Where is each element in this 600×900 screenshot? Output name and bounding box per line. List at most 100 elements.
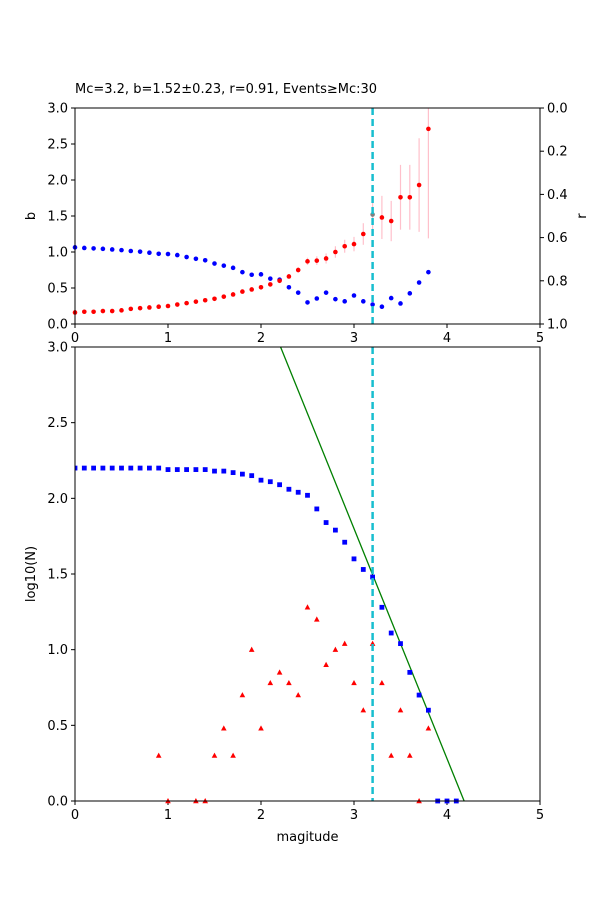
cumulative-point [305,492,310,498]
top-x-tick-label: 3 [350,331,358,346]
noncumulative-point [258,725,264,731]
cumulative-point [147,465,152,471]
bottom-y-tick-label: 1.0 [47,643,68,658]
r-point [249,272,254,278]
bottom-y-tick-label: 0.0 [47,795,68,810]
r-point [82,245,87,251]
b-point [407,194,413,200]
b-point [361,231,366,237]
noncumulative-point [248,646,255,652]
noncumulative-point [360,707,367,713]
noncumulative-point [407,752,413,758]
cumulative-point [388,630,394,636]
top-x-tick-label: 0 [71,331,79,346]
cumulative-point [81,465,87,471]
noncumulative-point [267,679,274,686]
b-point [175,302,180,307]
r-point [212,261,217,266]
noncumulative-point [314,616,320,622]
b-point [165,303,171,309]
noncumulative-point [286,679,292,686]
b-point [119,308,124,313]
noncumulative-point [397,707,404,713]
r-point [388,295,394,301]
top-x-tick-label: 5 [536,331,544,346]
cumulative-point [342,539,348,545]
cumulative-point [323,520,329,525]
cumulative-point [333,527,338,533]
cumulative-point [119,465,124,471]
r-point [305,300,310,305]
noncumulative-point [341,640,348,646]
top-y-axis-label: b [24,212,39,220]
b-point [212,296,217,302]
noncumulative-point [304,604,311,610]
r-point [147,250,152,256]
noncumulative-point [332,646,339,652]
top-y2-tick-label: 1.0 [547,318,568,333]
b-point [100,308,106,314]
b-point [258,284,264,290]
noncumulative-point [351,679,357,686]
top-y-tick-label: 2.5 [47,138,68,153]
b-point [202,297,208,303]
cumulative-point [277,482,282,488]
b-point [398,194,403,200]
cumulative-point [202,467,208,472]
cumulative-point [370,574,375,580]
cumulative-point [230,470,236,476]
b-point [379,215,385,220]
cumulative-point [75,465,78,471]
bottom-x-tick-label: 1 [164,808,172,823]
r-point [240,269,245,275]
r-point [314,296,320,301]
b-point [268,282,273,287]
cumulative-point [379,604,385,610]
r-point [370,302,375,307]
r-point [221,263,227,268]
bottom-axis-ticks: 0 1 2 3 4 5 0.0 0.5 1.0 1.5 2.0 2.5 3.0 [47,341,544,824]
r-point [230,265,236,271]
cumulative-point [398,641,403,647]
cumulative-point [193,467,199,472]
noncumulative-point [379,679,385,686]
r-point [342,299,348,304]
cumulative-point [100,465,106,471]
b-point [333,249,338,255]
b-point [184,300,189,306]
top-y2-tick-label: 0.2 [547,145,568,160]
b-point [323,256,329,261]
r-point [119,247,124,253]
cumulative-series [75,465,459,804]
top-x-tick-label: 1 [164,331,172,346]
b-error-bars [74,108,429,314]
bottom-y-tick-label: 2.0 [47,492,68,507]
b-point [249,287,254,292]
bottom-y-tick-label: 0.5 [47,719,68,734]
r-point [407,291,413,296]
b-point [221,294,227,299]
bottom-x-axis-label: magitude [276,830,338,845]
top-x-tick-label: 2 [257,331,265,346]
r-point [295,290,301,295]
b-point [109,308,115,314]
cumulative-point [128,465,134,471]
cumulative-point [91,465,96,471]
b-point [426,126,431,132]
noncumulative-point [211,752,218,758]
b-point [240,289,245,294]
bottom-plot-frame [74,346,541,802]
noncumulative-point [425,725,432,731]
noncumulative-point [323,661,329,667]
bottom-x-tick-label: 0 [71,808,79,823]
top-y-tick-label: 0.5 [47,282,68,297]
cumulative-point [314,506,320,512]
cumulative-point [267,479,273,485]
top-y-tick-label: 0.0 [47,318,68,333]
noncumulative-point [276,669,283,675]
cumulative-point [137,465,143,471]
r-point [268,276,273,281]
cumulative-point [407,669,413,675]
b-point [277,278,282,284]
cumulative-point [156,465,162,471]
